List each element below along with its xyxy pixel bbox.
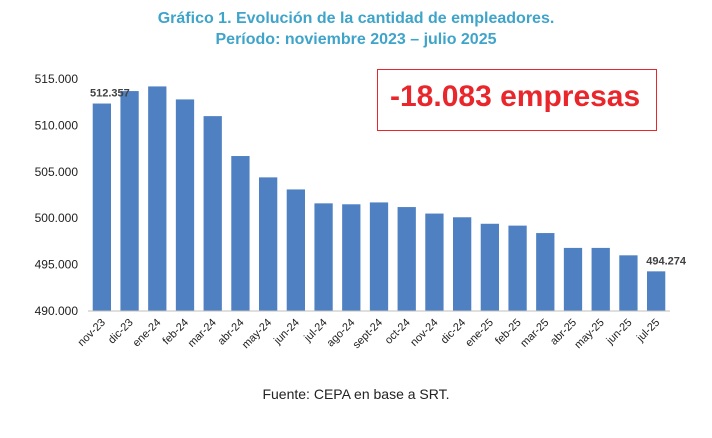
- bar-mar-25: [536, 233, 555, 311]
- chart-title: Gráfico 1. Evolución de la cantidad de e…: [157, 10, 555, 27]
- x-tick-label: may-24: [240, 317, 274, 351]
- data-label: 512.357: [90, 88, 130, 100]
- x-tick-label: oct-24: [383, 317, 413, 347]
- bar-nov-24: [425, 213, 444, 311]
- y-tick-label: 505.000: [35, 165, 79, 179]
- bar-jun-24: [286, 189, 305, 311]
- bar-abr-25: [563, 247, 583, 311]
- bar-feb-24: [175, 99, 195, 311]
- x-tick-label: nov-24: [408, 317, 440, 349]
- bar-ago-24: [342, 204, 361, 311]
- bar-sept-24: [369, 202, 389, 311]
- bar-jun-25: [619, 255, 638, 311]
- bar-dic-23: [120, 91, 139, 311]
- y-tick-label: 510.000: [35, 118, 79, 132]
- y-tick-label: 500.000: [35, 211, 79, 225]
- data-labels: 512.357 494.274: [90, 88, 687, 268]
- bar-abr-24: [231, 156, 250, 311]
- x-tick-label: jun-24: [271, 317, 302, 348]
- bar-mar-24: [203, 116, 222, 312]
- y-tick-label: 495.000: [35, 258, 79, 272]
- bar-oct-24: [397, 207, 416, 311]
- bar-may-25: [591, 247, 610, 311]
- y-axis-ticks: 490.000 495.000 500.000 505.000 510.000 515.0…: [35, 72, 79, 318]
- bars: [92, 86, 666, 312]
- x-tick-label: ene-24: [131, 317, 164, 350]
- y-tick-label: 515.000: [35, 72, 79, 86]
- x-tick-label: mar-25: [518, 317, 551, 350]
- bar-nov-23: [92, 103, 111, 311]
- bar-dic-24: [453, 217, 472, 311]
- bar-may-24: [259, 177, 278, 311]
- source-note: Fuente: CEPA en base a SRT.: [262, 386, 450, 402]
- x-tick-label: sept-24: [351, 317, 385, 351]
- callout-text: -18.083 empresas: [390, 80, 641, 113]
- x-tick-label: nov-23: [76, 317, 108, 349]
- x-tick-label: jun-25: [604, 317, 635, 348]
- bar-ene-25: [480, 223, 499, 311]
- bar-jul-24: [314, 203, 333, 311]
- data-label: 494.274: [646, 255, 687, 267]
- chart-subtitle: Período: noviembre 2023 – julio 2025: [215, 31, 497, 48]
- x-tick-label: ene-25: [463, 317, 496, 350]
- bar-jul-25: [647, 271, 666, 311]
- y-tick-label: 490.000: [35, 304, 79, 318]
- x-tick-label: jul-25: [634, 317, 662, 345]
- x-tick-label: may-25: [572, 317, 606, 351]
- bar-ene-24: [148, 86, 167, 311]
- bar-feb-25: [508, 225, 527, 311]
- x-tick-label: mar-24: [186, 317, 219, 350]
- x-axis-ticks: nov-23dic-23ene-24feb-24mar-24abr-24may-…: [76, 317, 663, 351]
- callout-box: -18.083 empresas: [377, 69, 657, 131]
